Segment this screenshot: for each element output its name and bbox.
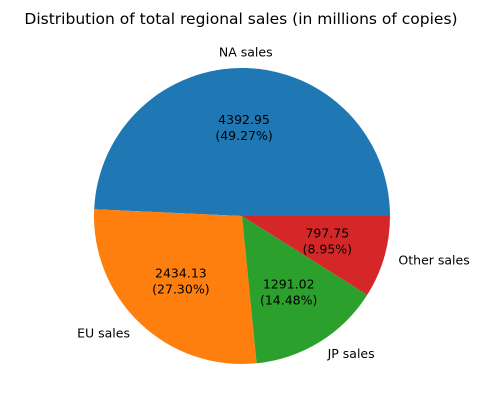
slice-label-eu-sales: EU sales xyxy=(77,326,130,341)
pie-slice-jp-sales xyxy=(242,216,368,364)
slice-value-eu-sales: 2434.13 (27.30%) xyxy=(152,265,209,296)
pie-slice-eu-sales xyxy=(94,209,257,365)
slice-label-jp-sales: JP sales xyxy=(327,346,375,361)
slice-label-other-sales: Other sales xyxy=(398,253,469,268)
slice-value-na-sales: 4392.95 (49.27%) xyxy=(215,112,272,143)
pie-slice-other-sales xyxy=(242,216,390,295)
pie-slices xyxy=(94,67,391,365)
pie-slice-na-sales xyxy=(94,67,391,216)
slice-label-na-sales: NA sales xyxy=(219,45,273,60)
chart-title: Distribution of total regional sales (in… xyxy=(24,10,457,28)
slice-value-other-sales: 797.75 (8.95%) xyxy=(303,226,352,257)
slice-value-jp-sales: 1291.02 (14.48%) xyxy=(260,277,317,308)
pie-labels: NA sales 4392.95 (49.27%) EU sales 2434.13 (2… xyxy=(77,45,470,361)
